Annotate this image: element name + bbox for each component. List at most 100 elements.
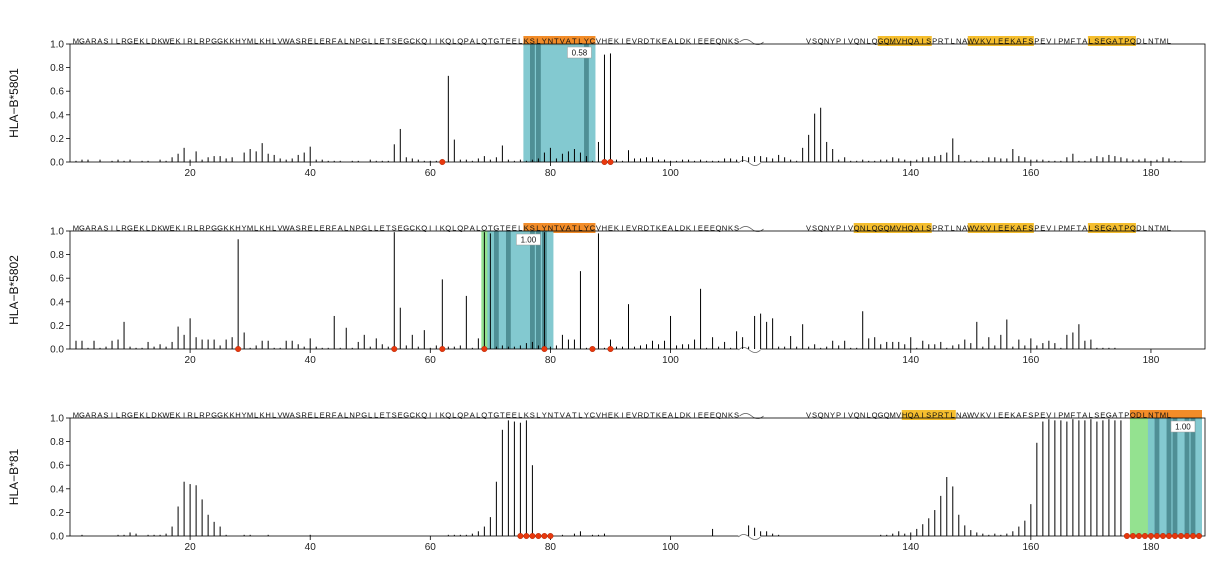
sequence-residue: Q bbox=[457, 224, 463, 233]
sequence-residue: E bbox=[1040, 37, 1045, 46]
sequence-residue: R bbox=[638, 224, 644, 233]
sequence-residue: E bbox=[169, 224, 174, 233]
sequence-residue: Q bbox=[445, 37, 451, 46]
sequence-residue: A bbox=[1082, 411, 1088, 420]
x-tick-label: 160 bbox=[1023, 168, 1040, 179]
sequence-residue: E bbox=[398, 411, 403, 420]
sequence-residue: T bbox=[1119, 224, 1124, 233]
sequence-residue: S bbox=[812, 37, 817, 46]
sequence-residue: I bbox=[429, 37, 431, 46]
sequence-residue: Q bbox=[445, 411, 451, 420]
sequence-residue: M bbox=[1064, 411, 1071, 420]
sequence-residue: I bbox=[183, 224, 185, 233]
binding-dot bbox=[1129, 533, 1136, 540]
sequence-residue: A bbox=[85, 224, 91, 233]
sequence-residue: G bbox=[217, 224, 223, 233]
sequence-residue: K bbox=[157, 411, 162, 420]
sequence-residue: T bbox=[1119, 37, 1124, 46]
sequence-residue: A bbox=[962, 411, 968, 420]
sequence-residue: S bbox=[1094, 411, 1099, 420]
x-tick-label: 40 bbox=[305, 168, 317, 179]
epitope-core-stripe bbox=[1190, 418, 1196, 536]
binding-dot bbox=[523, 533, 530, 540]
x-tick-label: 60 bbox=[425, 168, 437, 179]
sequence-residue: P bbox=[356, 224, 361, 233]
sequence-residue: E bbox=[133, 411, 138, 420]
sequence-residue: N bbox=[956, 37, 962, 46]
y-tick-label: 0.0 bbox=[50, 158, 64, 169]
sequence-residue: N bbox=[548, 411, 554, 420]
sequence-residue: V bbox=[278, 411, 284, 420]
sequence-residue: L bbox=[344, 224, 348, 233]
sequence-residue: N bbox=[860, 224, 866, 233]
sequence-residue: Q bbox=[421, 37, 427, 46]
epitope-core-stripe bbox=[1166, 418, 1172, 536]
sequence-residue: E bbox=[1100, 411, 1105, 420]
sequence-residue: T bbox=[386, 411, 391, 420]
sequence-residue: M bbox=[1160, 224, 1167, 233]
sequence-residue: L bbox=[1167, 224, 1171, 233]
sequence-residue: I bbox=[435, 224, 437, 233]
sequence-residue: C bbox=[409, 411, 415, 420]
sequence-highlight bbox=[523, 223, 596, 233]
sequence-residue: M bbox=[1160, 37, 1167, 46]
sequence-residue: H bbox=[265, 411, 271, 420]
sequence-residue: L bbox=[951, 224, 955, 233]
sequence-residue: S bbox=[103, 224, 108, 233]
sequence-residue: K bbox=[440, 411, 445, 420]
sequence-residue: L bbox=[578, 37, 582, 46]
sequence-residue: P bbox=[932, 411, 937, 420]
sequence-residue: K bbox=[139, 37, 144, 46]
sequence-residue: K bbox=[656, 37, 661, 46]
sequence-residue: Q bbox=[872, 224, 878, 233]
sequence-residue: R bbox=[638, 411, 644, 420]
y-tick-label: 0.6 bbox=[50, 87, 64, 98]
sequence-residue: R bbox=[187, 37, 193, 46]
sequence-residue: Q bbox=[872, 37, 878, 46]
sequence-residue: L bbox=[272, 224, 276, 233]
binding-dot bbox=[1183, 533, 1190, 540]
binding-dot bbox=[391, 346, 398, 353]
x-tick-label: 140 bbox=[902, 542, 919, 553]
sequence-residue: T bbox=[500, 411, 505, 420]
sequence-residue: E bbox=[998, 411, 1003, 420]
sequence-residue: C bbox=[590, 37, 596, 46]
sequence-residue: L bbox=[476, 224, 480, 233]
sequence-residue: L bbox=[272, 411, 276, 420]
sequence-residue: K bbox=[230, 224, 235, 233]
sequence-residue: D bbox=[644, 224, 650, 233]
sequence-residue: I bbox=[621, 37, 623, 46]
sequence-residue: Q bbox=[445, 224, 451, 233]
sequence-residue: K bbox=[686, 37, 691, 46]
sequence-residue: M bbox=[889, 224, 896, 233]
sequence-residue: Q bbox=[818, 37, 824, 46]
x-tick-label: 40 bbox=[305, 542, 317, 553]
sequence-residue: A bbox=[1016, 411, 1022, 420]
sequence-residue: I bbox=[111, 37, 113, 46]
x-tick-label: 180 bbox=[1143, 542, 1160, 553]
sequence-residue: S bbox=[734, 224, 739, 233]
sequence-residue: K bbox=[524, 224, 529, 233]
sequence-residue: M bbox=[247, 411, 254, 420]
sequence-residue: Q bbox=[854, 224, 860, 233]
sequence-residue: L bbox=[344, 37, 348, 46]
allele-label: HLA−B*5801 bbox=[7, 68, 21, 138]
sequence-residue: I bbox=[1054, 37, 1056, 46]
sequence-residue: T bbox=[944, 411, 949, 420]
sequence-residue: H bbox=[235, 37, 241, 46]
sequence-residue: P bbox=[1034, 37, 1039, 46]
sequence-residue: W bbox=[967, 224, 975, 233]
sequence-residue: A bbox=[338, 224, 344, 233]
sequence-residue: G bbox=[211, 411, 217, 420]
sequence-residue: P bbox=[205, 37, 210, 46]
sequence-residue: P bbox=[836, 411, 841, 420]
sequence-residue: L bbox=[194, 37, 198, 46]
sequence-residue: S bbox=[1094, 37, 1099, 46]
sequence-residue: E bbox=[710, 411, 715, 420]
sequence-residue: P bbox=[1034, 411, 1039, 420]
sequence-residue: L bbox=[674, 37, 678, 46]
sequence-residue: V bbox=[806, 411, 812, 420]
